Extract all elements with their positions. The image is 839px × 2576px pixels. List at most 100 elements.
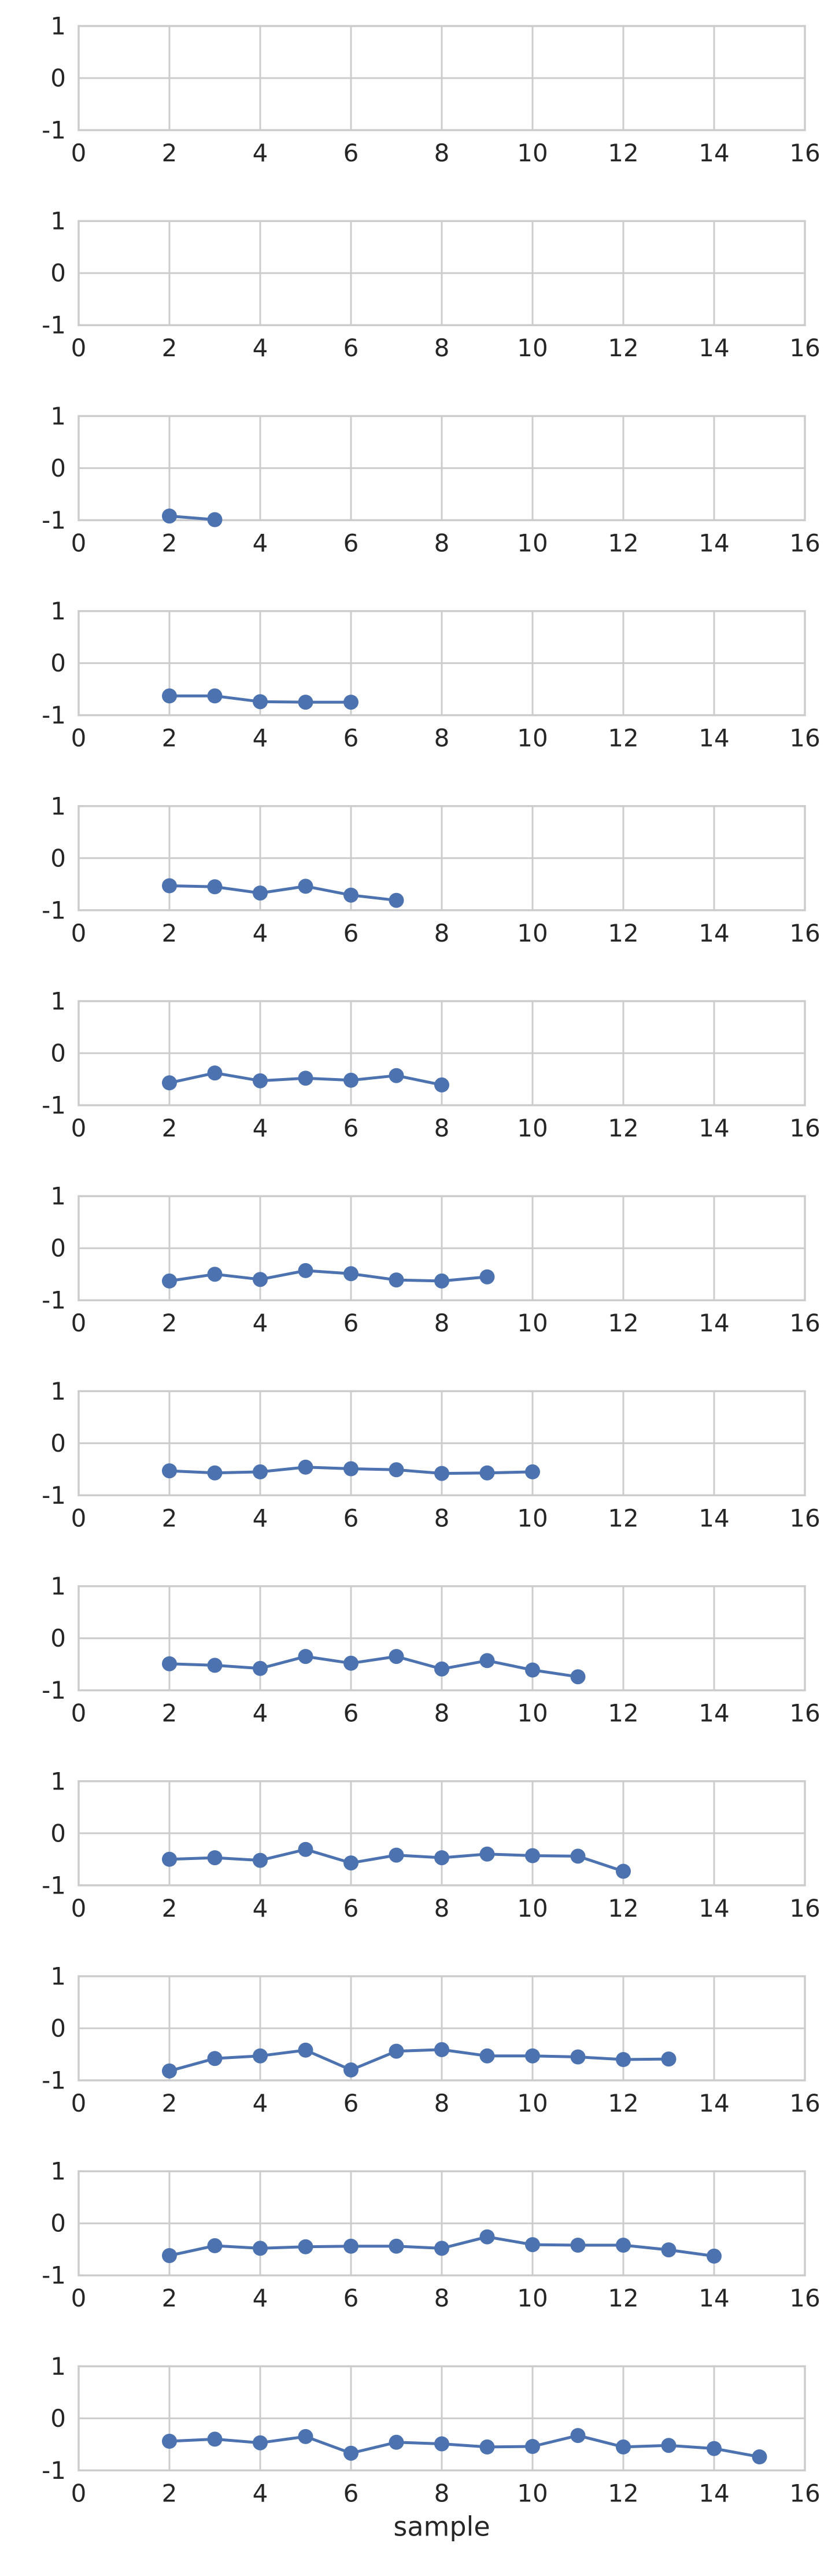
x-tick-label: 10 (517, 919, 548, 947)
y-tick-label: 0 (50, 844, 66, 872)
data-point (389, 2238, 404, 2254)
x-tick-label: 14 (698, 2089, 729, 2117)
data-point (162, 2248, 177, 2263)
x-tick-label: 4 (253, 139, 268, 167)
subplot-11: 10-10 2 4 6 8 10 12 14 16 (42, 1962, 820, 2118)
data-point (343, 2445, 358, 2461)
data-point (298, 695, 313, 710)
x-tick-label: 0 (71, 724, 87, 752)
y-tick-label: -1 (42, 1481, 66, 1510)
x-tick-label: 14 (698, 139, 729, 167)
x-tick-label: 8 (434, 2089, 450, 2117)
x-tick-label: 14 (698, 919, 729, 947)
axes-frame (77, 1780, 806, 1887)
y-tick-label: 0 (50, 1234, 66, 1263)
axes-frame (77, 220, 806, 326)
data-point (207, 1065, 223, 1081)
x-tick-label: 8 (434, 1894, 450, 1922)
data-point (661, 2051, 677, 2067)
subplot-10: 10-10 2 4 6 8 10 12 14 16 (42, 1767, 820, 1922)
x-tick-label: 6 (343, 139, 359, 167)
data-point (389, 1649, 404, 1665)
data-point (525, 1662, 540, 1678)
data-point (389, 2434, 404, 2450)
data-point (207, 1658, 223, 1673)
data-point (162, 1851, 177, 1867)
data-point (570, 2049, 586, 2065)
x-tick-label: 4 (253, 334, 268, 362)
x-tick-label: 10 (517, 724, 548, 752)
x-tick-label: 0 (71, 919, 87, 947)
x-tick-label: 2 (162, 2479, 178, 2507)
data-point (707, 2248, 722, 2264)
data-point (253, 1852, 268, 1868)
x-tick-label: 4 (253, 2284, 268, 2312)
y-tick-label: -1 (42, 896, 66, 924)
y-tick-label: 0 (50, 2014, 66, 2043)
data-point (207, 2051, 223, 2066)
x-tick-label: 6 (343, 529, 359, 557)
x-tick-label: 12 (608, 1504, 638, 1532)
data-point (570, 1669, 586, 1685)
data-point (162, 2434, 177, 2449)
data-point (298, 879, 313, 894)
data-point (298, 1649, 313, 1665)
data-point (207, 2238, 223, 2253)
x-tick-label: 4 (253, 1504, 268, 1532)
x-tick-label: 16 (789, 334, 820, 362)
data-point (434, 1273, 449, 1289)
x-tick-label: 6 (343, 919, 359, 947)
y-tick-label: 0 (50, 2209, 66, 2238)
subplot-4: 10-10 2 4 6 8 10 12 14 16 (42, 597, 820, 752)
data-point (479, 1269, 495, 1285)
data-point (389, 2043, 404, 2059)
x-tick-label: 2 (162, 1894, 178, 1922)
x-tick-label: 14 (698, 1699, 729, 1728)
series-line (168, 514, 216, 521)
data-point (253, 885, 268, 901)
data-point (616, 2052, 631, 2067)
x-tick-label: 8 (434, 334, 450, 362)
y-tick-label: 1 (50, 12, 66, 40)
data-point (298, 2239, 313, 2254)
data-point (298, 2042, 313, 2058)
x-tick-label: 0 (71, 334, 87, 362)
x-tick-label: 16 (789, 1894, 820, 1922)
x-tick-label: 10 (517, 2089, 548, 2117)
y-tick-label: 0 (50, 259, 66, 287)
data-point (162, 688, 177, 704)
data-point (253, 2048, 268, 2064)
axes-frame (77, 610, 806, 717)
x-tick-label: 2 (162, 1699, 178, 1728)
y-tick-label: -1 (42, 116, 66, 145)
x-tick-label: 8 (434, 1309, 450, 1337)
y-tick-label: 1 (50, 597, 66, 625)
data-point (479, 2048, 495, 2064)
x-tick-label: 2 (162, 1114, 178, 1142)
x-tick-label: 0 (71, 2284, 87, 2312)
x-tick-label: 16 (789, 1699, 820, 1728)
data-point (298, 1841, 313, 1857)
x-tick-label: 8 (434, 2284, 450, 2312)
x-tick-label: 16 (789, 1309, 820, 1337)
x-tick-label: 10 (517, 529, 548, 557)
x-tick-label: 8 (434, 919, 450, 947)
x-tick-label: 10 (517, 334, 548, 362)
x-tick-label: 2 (162, 724, 178, 752)
data-point (525, 1848, 540, 1863)
x-tick-label: 12 (608, 919, 638, 947)
x-tick-label: 12 (608, 1894, 638, 1922)
data-point (207, 1465, 223, 1481)
subplot-5: 10-10 2 4 6 8 10 12 14 16 (42, 792, 820, 947)
x-tick-label: 2 (162, 1309, 178, 1337)
x-tick-label: 14 (698, 334, 729, 362)
data-point (162, 2063, 177, 2079)
x-tick-label: 12 (608, 724, 638, 752)
y-tick-label: -1 (42, 2456, 66, 2485)
data-point (207, 512, 223, 527)
data-point (253, 1073, 268, 1088)
data-point (525, 2048, 540, 2064)
data-point (298, 1263, 313, 1278)
x-tick-label: 6 (343, 2284, 359, 2312)
